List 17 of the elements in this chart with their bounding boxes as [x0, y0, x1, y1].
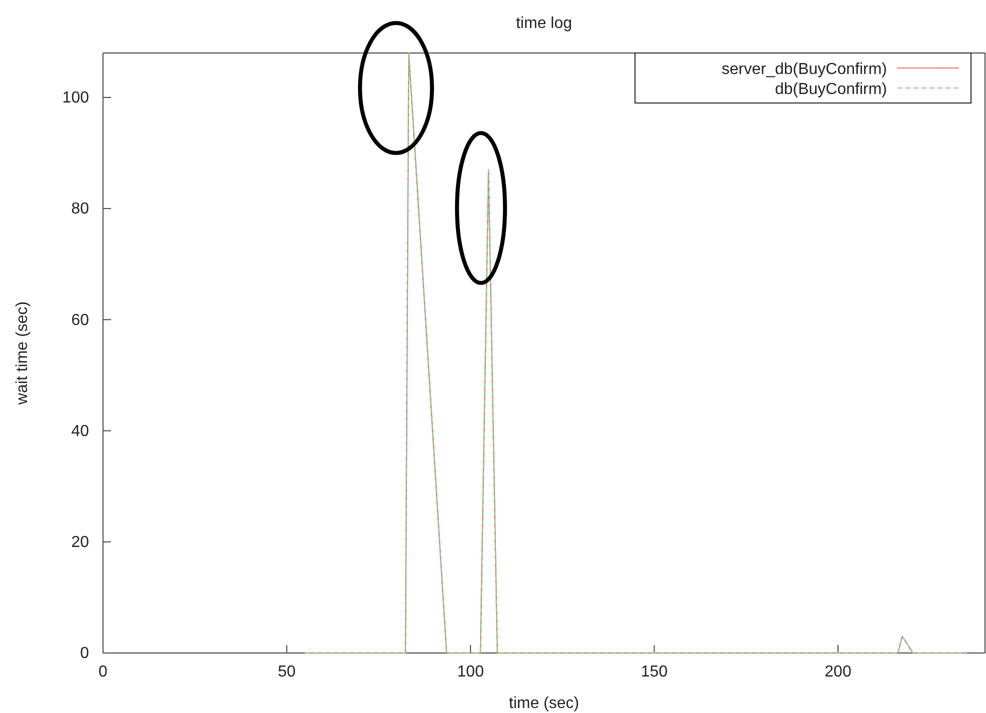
y-tick-label: 80 [71, 200, 90, 218]
x-tick-label: 100 [457, 663, 484, 680]
y-axis-title: wait time (sec) [14, 301, 31, 406]
chart-title: time log [516, 15, 572, 32]
x-tick-label: 0 [98, 663, 108, 680]
y-tick-label: 100 [62, 90, 90, 107]
x-tick-label: 150 [640, 663, 668, 680]
legend-label: db(BuyConfirm) [774, 81, 887, 98]
y-tick-label: 0 [80, 645, 90, 662]
x-axis-title: time (sec) [508, 695, 580, 712]
y-tick-label: 60 [71, 312, 90, 329]
legend-label: server_db(BuyConfirm) [722, 61, 887, 78]
y-tick-label: 20 [71, 534, 90, 552]
line-series [304, 52, 968, 654]
x-tick-label: 50 [278, 663, 296, 680]
x-tick-label: 200 [824, 663, 852, 680]
y-tick-label: 40 [71, 422, 90, 440]
